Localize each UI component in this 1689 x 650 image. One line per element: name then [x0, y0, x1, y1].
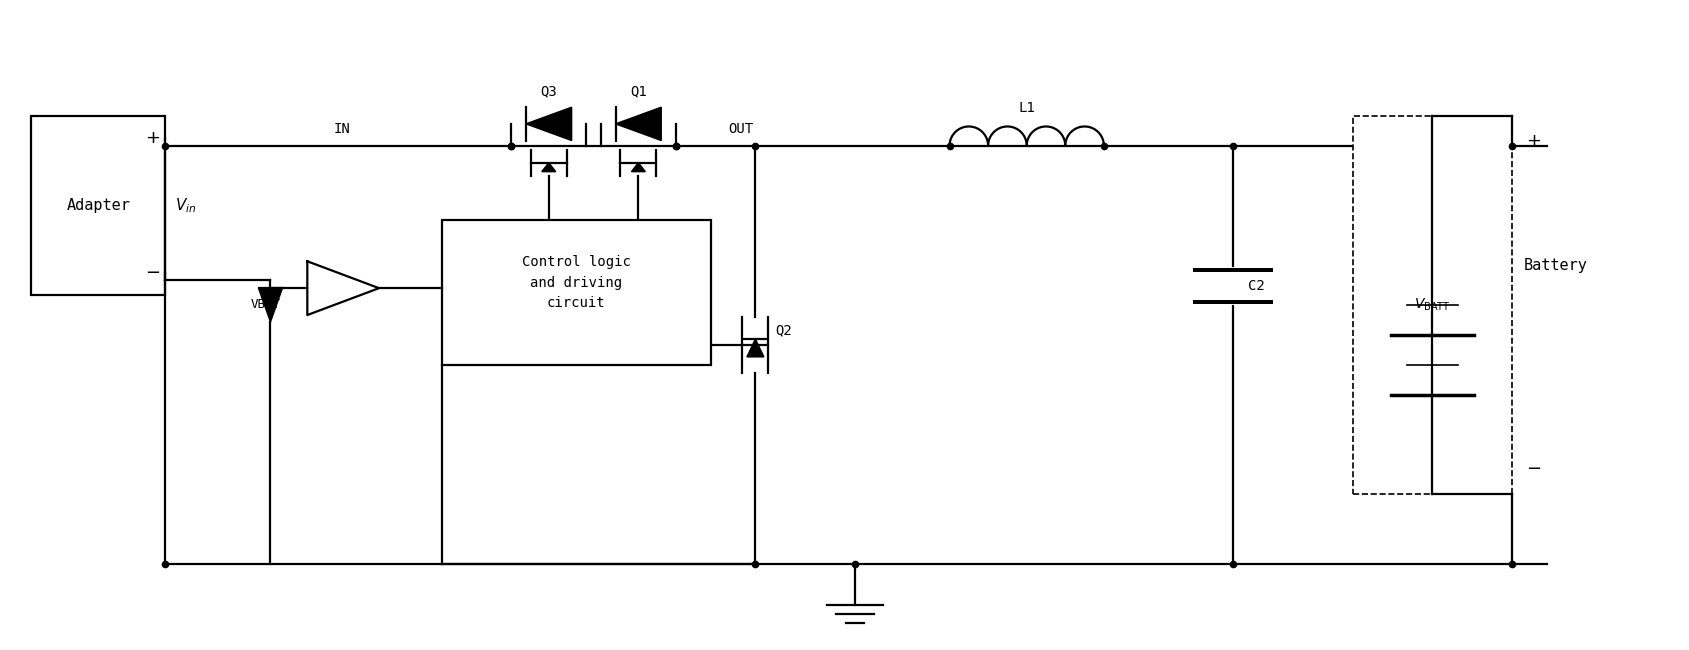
Bar — [1353, 116, 1512, 494]
Text: Battery: Battery — [1523, 258, 1588, 273]
Bar — [32, 116, 166, 295]
Text: IN: IN — [334, 122, 351, 136]
Text: −: − — [145, 264, 160, 282]
Text: +: + — [145, 129, 160, 147]
Polygon shape — [258, 288, 282, 322]
Text: Q1: Q1 — [630, 84, 647, 98]
Text: C2: C2 — [1248, 279, 1265, 293]
Polygon shape — [542, 162, 556, 172]
Text: −: − — [1527, 460, 1540, 478]
Text: L1: L1 — [1018, 101, 1035, 115]
Text: $V_{\rm BATT}$: $V_{\rm BATT}$ — [1414, 297, 1451, 313]
Polygon shape — [747, 339, 763, 357]
Text: $V_{in}$: $V_{in}$ — [176, 196, 196, 215]
Text: Q3: Q3 — [540, 84, 557, 98]
Bar — [443, 220, 711, 365]
Text: Control logic
and driving
circuit: Control logic and driving circuit — [522, 255, 630, 310]
Text: Q2: Q2 — [775, 323, 792, 337]
Text: OUT: OUT — [728, 122, 753, 136]
Polygon shape — [615, 107, 660, 140]
Text: VBAT: VBAT — [250, 298, 280, 311]
Text: +: + — [1527, 132, 1540, 150]
Text: Adapter: Adapter — [66, 198, 130, 213]
Polygon shape — [307, 261, 378, 315]
Polygon shape — [632, 162, 645, 172]
Polygon shape — [525, 107, 571, 140]
